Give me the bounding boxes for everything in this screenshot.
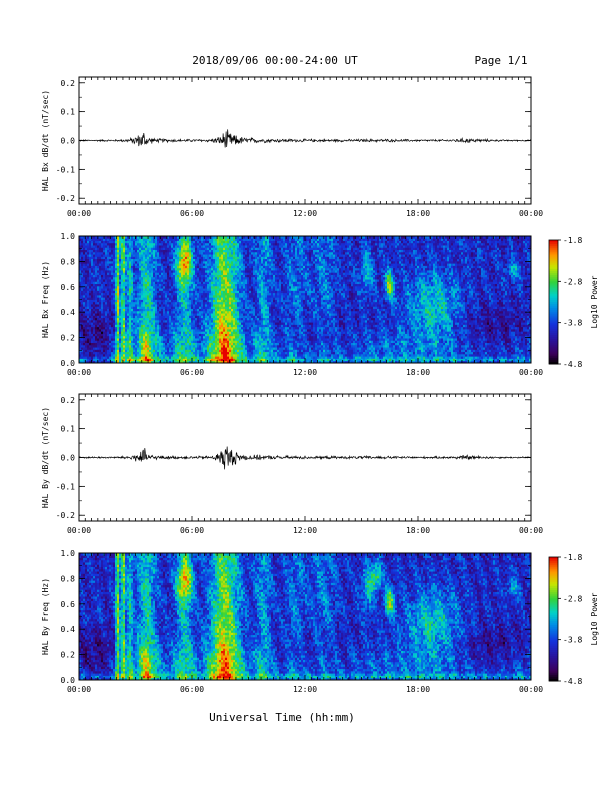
y-tick-label: -0.2 <box>56 194 75 203</box>
page-indicator: Page 1/1 <box>475 54 528 67</box>
figure-title: 2018/09/06 00:00-24:00 UT <box>192 54 358 67</box>
x-tick-label: 00:00 <box>519 209 543 218</box>
bx-spectrogram-image <box>79 236 531 363</box>
bx-dbdt-ylabel: HAL Bx dB/dt (nT/sec) <box>41 90 50 191</box>
y-tick-label: -0.1 <box>56 165 75 174</box>
x-tick-label: 06:00 <box>180 209 204 218</box>
bx-dbdt-trace <box>79 129 531 147</box>
dbdt-series-line <box>79 129 531 147</box>
y-tick-label: 0.1 <box>61 108 76 117</box>
x-tick-label: 00:00 <box>67 209 91 218</box>
y-tick-label: 0.2 <box>61 79 76 88</box>
panel-bx-dbdt: 00:00 06:00 12:00 18:00 00:00 0.2 0.1 0.0 -0.1 -0… <box>41 77 543 218</box>
y-tick-label: 0.0 <box>61 137 76 146</box>
x-tick-label: 12:00 <box>293 209 317 218</box>
x-tick-label: 18:00 <box>406 209 430 218</box>
panel-bx-spectrogram: 00:00 06:00 12:00 18:00 00:001.00.80.60.40.2… <box>41 232 599 377</box>
